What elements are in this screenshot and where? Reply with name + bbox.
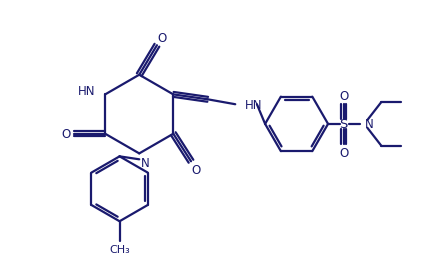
Text: N: N (141, 157, 150, 170)
Text: O: O (157, 32, 167, 45)
Text: HN: HN (78, 85, 95, 98)
Text: HN: HN (245, 98, 263, 111)
Text: O: O (339, 146, 348, 159)
Text: O: O (61, 128, 71, 141)
Text: O: O (339, 89, 348, 102)
Text: CH₃: CH₃ (109, 244, 130, 254)
Text: S: S (340, 118, 348, 131)
Text: N: N (364, 118, 373, 131)
Text: O: O (191, 163, 201, 176)
